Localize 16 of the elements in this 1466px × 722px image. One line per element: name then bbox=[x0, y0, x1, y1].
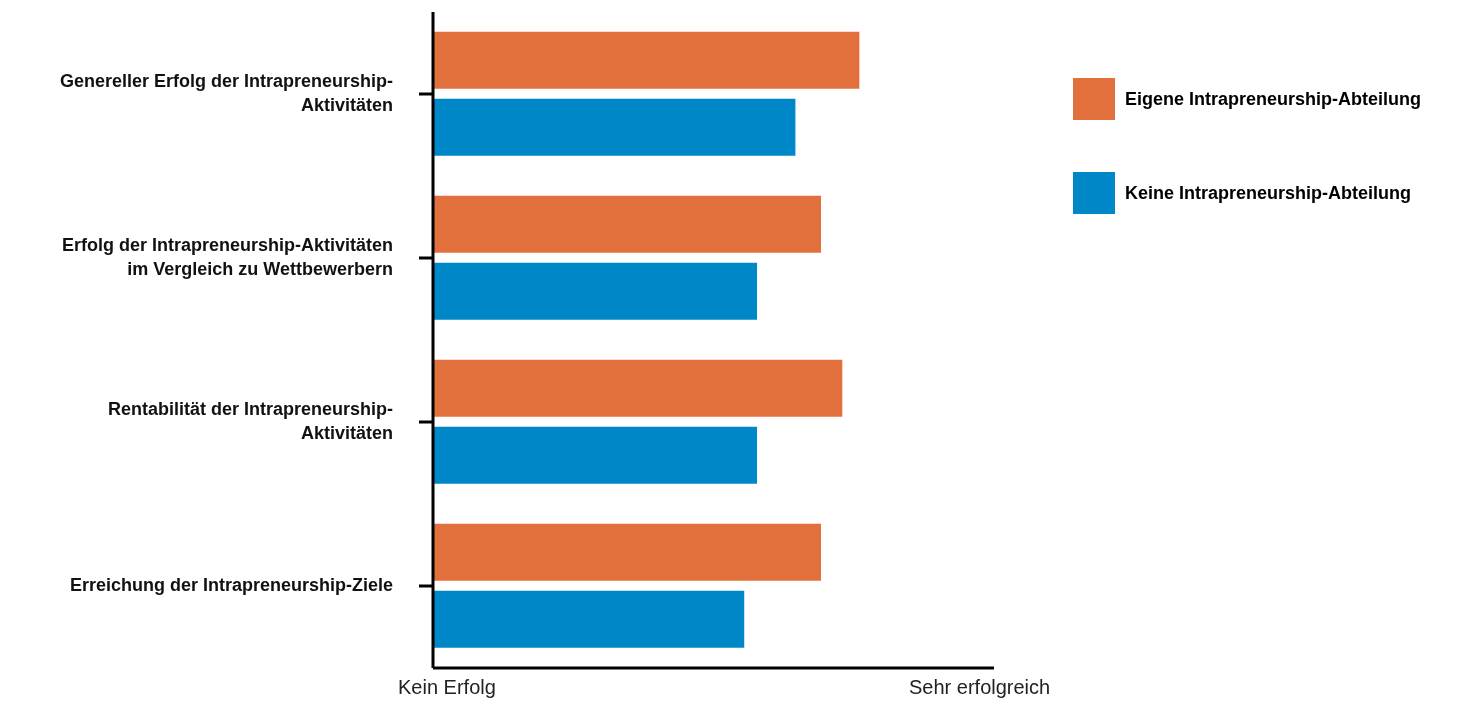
legend-label: Keine Intrapreneurship-Abteilung bbox=[1125, 182, 1412, 204]
bar bbox=[433, 195, 821, 253]
y-tick-label: Genereller Erfolg der Intrapreneurship-Aktivitäten bbox=[59, 70, 393, 115]
bar bbox=[433, 359, 843, 417]
bar bbox=[433, 426, 758, 484]
legend-label: Eigene Intrapreneurship-Abteilung bbox=[1125, 88, 1422, 110]
y-tick-label: Erreichung der Intrapreneurship-Ziele bbox=[69, 574, 393, 595]
bar bbox=[433, 590, 745, 648]
text: Sehr erfolgreich bbox=[909, 676, 1051, 699]
text: Kein Erfolg bbox=[398, 676, 496, 699]
bar bbox=[433, 31, 860, 89]
y-tick-label: Erfolg der Intrapreneurship-Aktivitäten im Vergleich zu Wettbewerbern bbox=[61, 234, 393, 279]
bar bbox=[433, 523, 821, 581]
bar bbox=[433, 98, 796, 156]
y-tick-label: Rentabilität der Intrapreneurship-Aktivitäten bbox=[107, 398, 393, 443]
bar bbox=[433, 262, 758, 320]
